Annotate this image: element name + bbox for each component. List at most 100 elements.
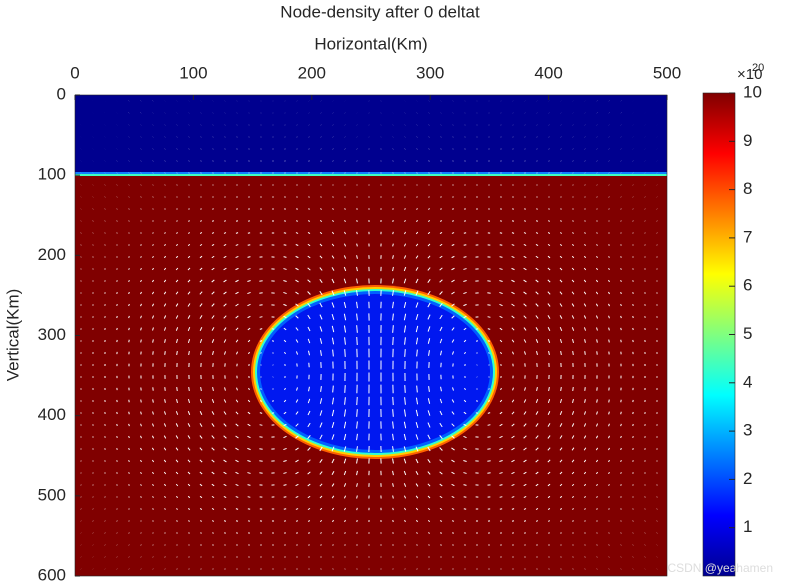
arrow <box>596 208 598 210</box>
arrow <box>596 496 598 498</box>
arrow <box>644 448 646 450</box>
y-tick-label: 100 <box>38 165 66 184</box>
arrow <box>392 290 394 296</box>
arrow <box>535 279 539 283</box>
arrow <box>404 544 406 546</box>
arrow <box>560 220 562 222</box>
arrow <box>559 459 563 463</box>
arrow <box>211 459 215 463</box>
arrow <box>523 315 527 319</box>
arrow <box>164 339 166 343</box>
arrow <box>199 243 203 247</box>
arrow <box>608 484 610 486</box>
arrow <box>319 519 323 523</box>
arrow <box>247 411 251 415</box>
arrow <box>403 301 407 309</box>
arrow <box>511 435 515 439</box>
arrow <box>320 184 322 186</box>
arrow <box>128 315 130 319</box>
arrow <box>235 520 239 522</box>
arrow <box>104 292 106 294</box>
arrow <box>427 338 431 344</box>
arrow <box>547 435 551 439</box>
arrow <box>187 398 191 404</box>
arrow <box>596 339 598 343</box>
arrow <box>584 351 586 355</box>
arrow <box>259 328 263 330</box>
arrow <box>356 278 358 284</box>
arrow <box>224 387 226 391</box>
arrow <box>403 433 407 441</box>
arrow <box>223 279 227 283</box>
arrow <box>487 412 491 414</box>
arrow <box>427 519 431 523</box>
arrow <box>415 458 419 464</box>
arrow <box>211 435 215 439</box>
arrow <box>439 471 443 475</box>
arrow <box>416 544 418 546</box>
arrow <box>559 398 563 404</box>
arrow <box>511 315 515 319</box>
arrow <box>259 304 263 306</box>
arrow <box>404 196 406 198</box>
arrow <box>415 278 419 284</box>
arrow <box>548 532 550 534</box>
arrow <box>440 544 442 546</box>
arrow <box>223 423 227 427</box>
arrow <box>571 483 575 487</box>
arrow <box>632 435 634 439</box>
arrow <box>572 208 574 210</box>
arrow <box>584 496 586 498</box>
arrow <box>283 399 287 403</box>
arrow <box>175 315 179 319</box>
arrow <box>392 325 394 333</box>
arrow <box>163 267 167 271</box>
arrow <box>307 410 311 416</box>
arrow <box>559 315 563 319</box>
arrow <box>223 327 227 331</box>
arrow <box>512 387 514 391</box>
arrow <box>463 447 467 451</box>
arrow <box>439 483 443 487</box>
arrow <box>296 387 298 391</box>
arrow <box>583 423 587 427</box>
arrow <box>547 327 551 331</box>
arrow <box>536 208 538 210</box>
arrow <box>247 399 251 403</box>
arrow <box>128 459 130 463</box>
arrow <box>608 244 610 246</box>
arrow <box>356 231 358 235</box>
arrow <box>295 339 299 343</box>
arrow <box>595 423 599 427</box>
arrow <box>319 314 323 320</box>
arrow <box>584 244 586 246</box>
arrow <box>487 292 491 294</box>
arrow <box>140 279 142 283</box>
arrow <box>427 290 431 296</box>
arrow <box>356 409 358 417</box>
arrow <box>151 279 155 283</box>
arrow <box>331 471 335 475</box>
arrow <box>392 483 394 487</box>
arrow <box>584 232 586 234</box>
arrow <box>235 279 239 283</box>
arrow <box>356 495 358 499</box>
arrow <box>199 447 203 451</box>
arrow <box>163 459 167 463</box>
arrow <box>331 434 335 440</box>
arrow <box>295 303 299 307</box>
arrow <box>332 184 334 186</box>
arrow <box>343 278 347 284</box>
arrow <box>344 349 346 357</box>
arrow <box>523 244 527 246</box>
arrow <box>223 303 227 307</box>
arrow <box>535 423 539 427</box>
arrow <box>283 435 287 439</box>
arrow <box>463 256 467 258</box>
arrow <box>152 483 154 487</box>
arrow <box>439 243 443 247</box>
arrow <box>571 411 575 415</box>
x-axis-label: Horizontal(Km) <box>314 34 427 53</box>
arrow <box>511 411 515 415</box>
arrow <box>164 508 166 510</box>
